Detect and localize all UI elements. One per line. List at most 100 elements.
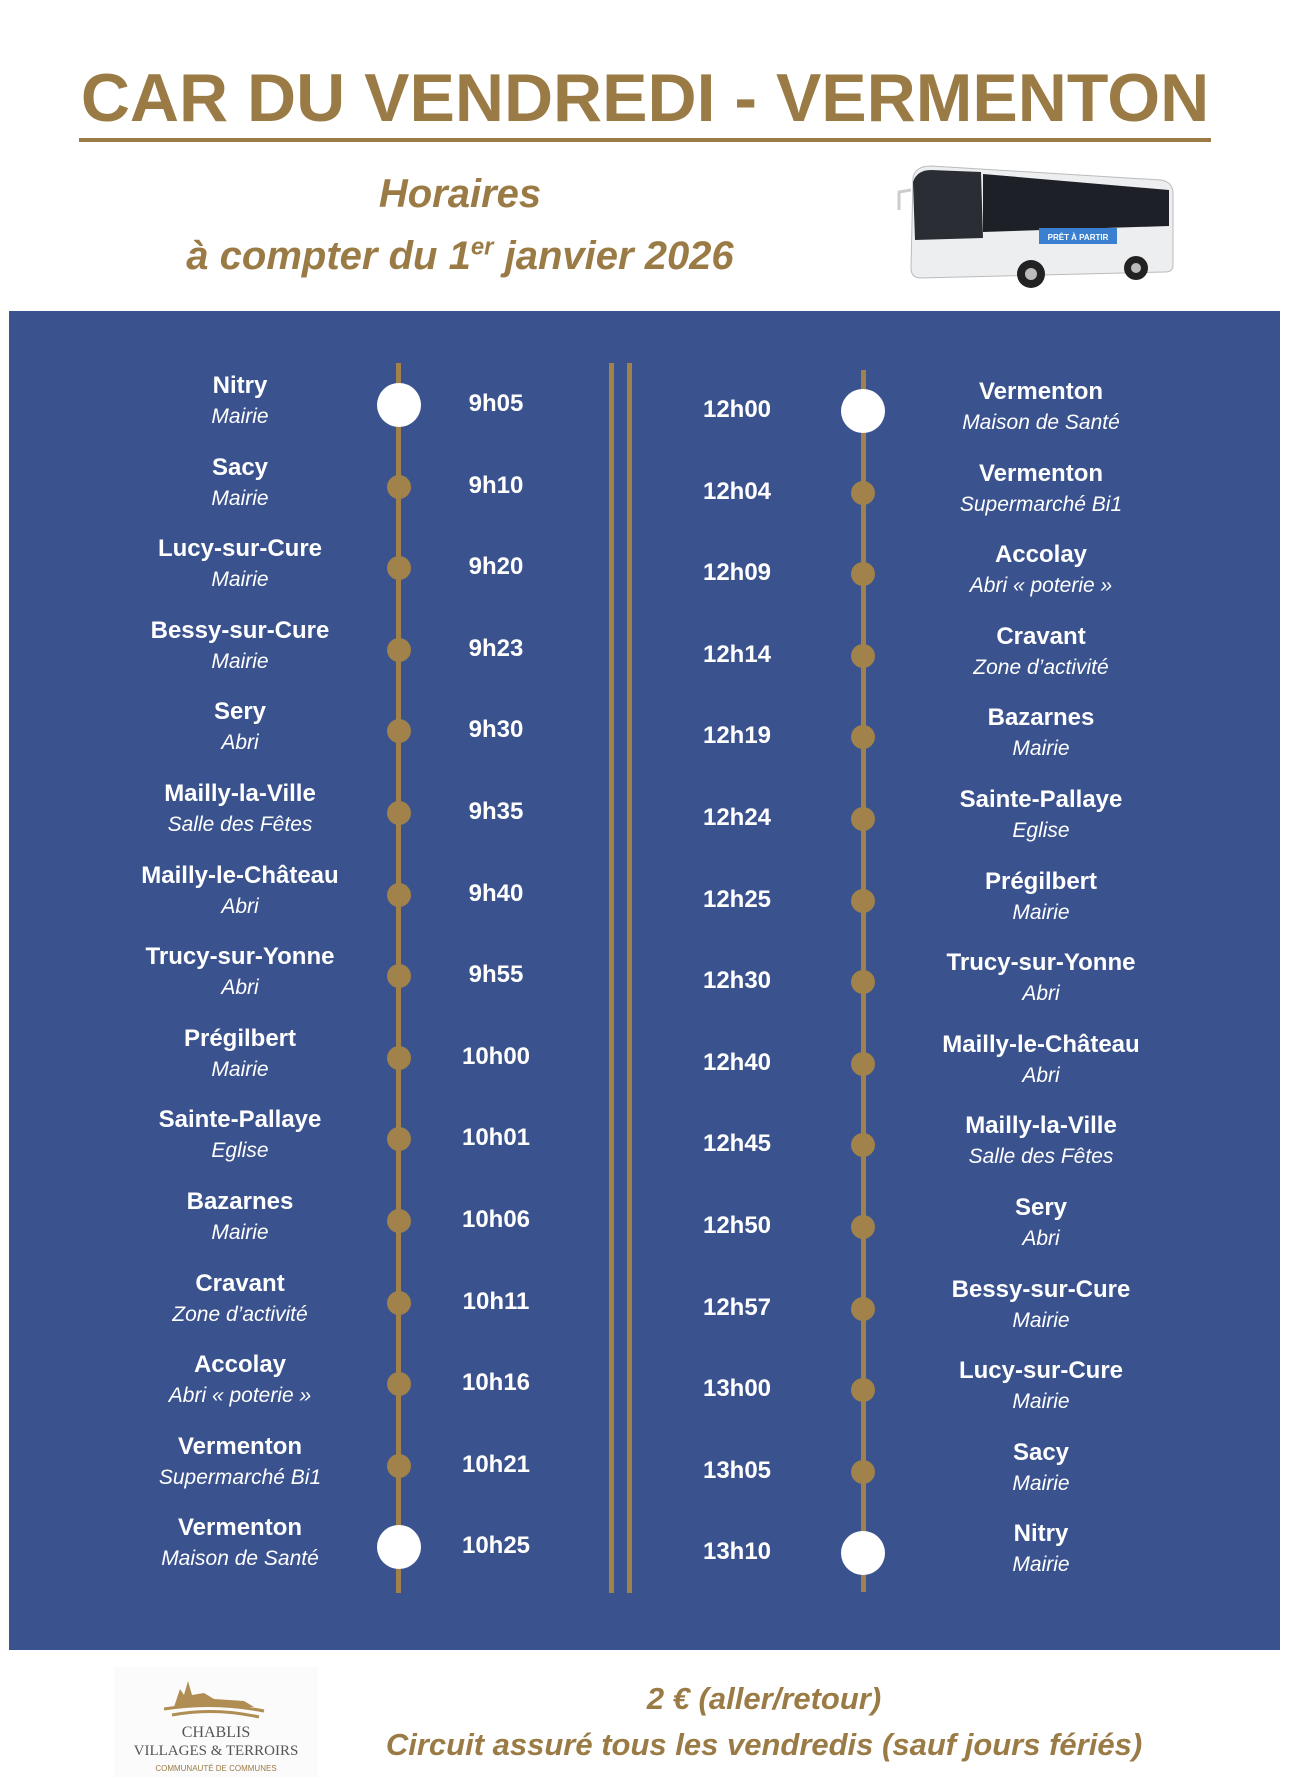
terminus-dot-icon xyxy=(377,383,421,427)
town-name: Nitry xyxy=(1013,1520,1069,1548)
stop-name: Mairie xyxy=(211,405,269,428)
departure-time: 9h23 xyxy=(468,634,524,662)
svg-text:VILLAGES & TERROIRS: VILLAGES & TERROIRS xyxy=(134,1743,299,1759)
stop-name: Supermarché Bi1 xyxy=(959,492,1123,516)
stop-name: Salle des Fêtes xyxy=(167,813,313,836)
stop-name: Abri xyxy=(221,731,259,755)
town-name: Cravant xyxy=(195,1269,285,1297)
stop-name: Maison de Santé xyxy=(161,1547,319,1571)
outbound-stop-row: Sery Abri 9h30 xyxy=(0,698,1290,811)
town-name: Sery xyxy=(1014,1194,1068,1221)
stop-dot-icon xyxy=(387,1045,411,1070)
town-name: Accolay xyxy=(994,541,1088,569)
town-name: Sacy xyxy=(1012,1438,1070,1466)
stop-dot-icon xyxy=(387,719,411,744)
departure-time: 12h09 xyxy=(702,559,772,587)
stop-name: Mairie xyxy=(1012,1553,1070,1577)
stop-dot-icon xyxy=(851,643,875,668)
departure-time: 9h05 xyxy=(468,390,524,417)
outbound-stop-row: Cravant Zone d’activité 10h11 xyxy=(0,1270,1290,1383)
town-name: Cravant xyxy=(996,622,1086,650)
stop-dot-icon xyxy=(851,807,875,831)
timetable-panel xyxy=(9,311,1280,1650)
stop-dot-icon xyxy=(851,1378,875,1403)
stop-dot-icon xyxy=(387,637,411,662)
stop-name: Zone d’activité xyxy=(172,1302,308,1326)
outbound-stop-row: Nitry Mairie 9h05 xyxy=(0,372,1290,485)
town-name: Bazarnes xyxy=(987,704,1095,732)
departure-time: 10h01 xyxy=(461,1124,531,1152)
departure-time: 9h40 xyxy=(468,879,524,907)
return-stop-row: Sacy Mairie 13h05 xyxy=(0,1439,1290,1552)
return-stop-row: Vermenton Supermarché Bi1 12h04 xyxy=(0,460,1290,573)
return-stop-row: Trucy-sur-Yonne Abri 12h30 xyxy=(0,949,1290,1062)
departure-time: 12h24 xyxy=(702,804,772,831)
departure-time: 9h55 xyxy=(468,961,524,989)
town-name: Vermenton xyxy=(978,459,1104,487)
stop-dot-icon xyxy=(387,1209,411,1233)
outbound-stop-row: Mailly-la-Ville Salle des Fêtes 9h35 xyxy=(0,780,1290,893)
subtitle-date: à compter du 1er janvier 2026 xyxy=(186,233,734,278)
stop-name: Mairie xyxy=(1012,1390,1070,1414)
outbound-stop-row: Bazarnes Mairie 10h06 xyxy=(0,1188,1290,1301)
stop-name: Mairie xyxy=(1012,1308,1070,1332)
return-stop-row: Nitry Mairie 13h10 xyxy=(0,1520,1290,1633)
departure-time: 10h00 xyxy=(461,1042,531,1070)
town-name: Prégilbert xyxy=(183,1024,297,1052)
town-name: Mailly-le-Château xyxy=(141,861,339,889)
town-name: Mailly-la-Ville xyxy=(965,1112,1117,1140)
town-name: Accolay xyxy=(193,1351,287,1379)
return-stop-row: Lucy-sur-Cure Mairie 13h00 xyxy=(0,1357,1290,1470)
chablis-logo: CHABLIS VILLAGES & TERROIRS COMMUNAUTÉ D… xyxy=(114,1667,318,1777)
stop-name: Mairie xyxy=(211,1221,269,1244)
town-name: Bazarnes xyxy=(186,1188,294,1215)
stop-dot-icon xyxy=(387,1290,411,1315)
stop-name: Eglise xyxy=(211,1139,269,1163)
svg-text:CHABLIS: CHABLIS xyxy=(182,1724,250,1741)
departure-time: 9h35 xyxy=(468,798,524,825)
departure-time: 12h40 xyxy=(702,1048,772,1076)
stop-name: Salle des Fêtes xyxy=(968,1145,1114,1169)
town-name: Bessy-sur-Cure xyxy=(951,1275,1131,1303)
departure-time: 12h50 xyxy=(702,1212,772,1239)
service-note: Circuit assuré tous les vendredis (sauf … xyxy=(385,1727,1143,1762)
town-name: Mailly-la-Ville xyxy=(164,780,316,807)
stop-name: Eglise xyxy=(1012,819,1070,842)
terminus-dot-icon xyxy=(841,1531,885,1576)
stop-name: Mairie xyxy=(211,568,269,592)
departure-time: 12h19 xyxy=(702,722,772,750)
departure-time: 12h04 xyxy=(702,477,772,505)
stop-name: Abri « poterie » xyxy=(168,1384,312,1408)
town-name: Vermenton xyxy=(177,1514,303,1542)
town-name: Nitry xyxy=(212,372,268,399)
town-name: Vermenton xyxy=(177,1432,303,1460)
price-text: 2 € (aller/retour) xyxy=(646,1681,882,1716)
outbound-stop-row: Prégilbert Mairie 10h00 xyxy=(0,1025,1290,1138)
town-name: Sacy xyxy=(211,453,269,481)
return-stop-row: Prégilbert Mairie 12h25 xyxy=(0,868,1290,981)
stop-name: Mairie xyxy=(211,486,269,510)
outbound-stop-row: Vermenton Supermarché Bi1 10h21 xyxy=(0,1433,1290,1546)
svg-text:PRÊT À PARTIR: PRÊT À PARTIR xyxy=(1048,233,1109,242)
stop-dot-icon xyxy=(387,1127,411,1152)
departure-time: 12h25 xyxy=(702,885,772,913)
stop-name: Abri xyxy=(1022,982,1060,1006)
stop-dot-icon xyxy=(387,1372,411,1397)
stop-dot-icon xyxy=(851,725,875,750)
departure-time: 13h05 xyxy=(702,1456,772,1484)
departure-time: 13h10 xyxy=(702,1538,772,1566)
outbound-stop-row: Trucy-sur-Yonne Abri 9h55 xyxy=(0,943,1290,1056)
stop-name: Mairie xyxy=(1012,737,1070,761)
stop-dot-icon xyxy=(851,1296,875,1321)
stop-name: Mairie xyxy=(211,649,269,673)
departure-time: 10h16 xyxy=(461,1369,531,1397)
divider-line xyxy=(627,363,632,1593)
stop-dot-icon xyxy=(851,1459,875,1484)
stop-dot-icon xyxy=(851,970,875,995)
stop-dot-icon xyxy=(851,1051,875,1076)
stop-dot-icon xyxy=(387,556,411,581)
departure-time: 12h00 xyxy=(702,396,772,423)
svg-text:COMMUNAUTÉ DE COMMUNES: COMMUNAUTÉ DE COMMUNES xyxy=(155,1764,276,1773)
stop-dot-icon xyxy=(851,1215,875,1239)
stop-dot-icon xyxy=(851,1133,875,1158)
